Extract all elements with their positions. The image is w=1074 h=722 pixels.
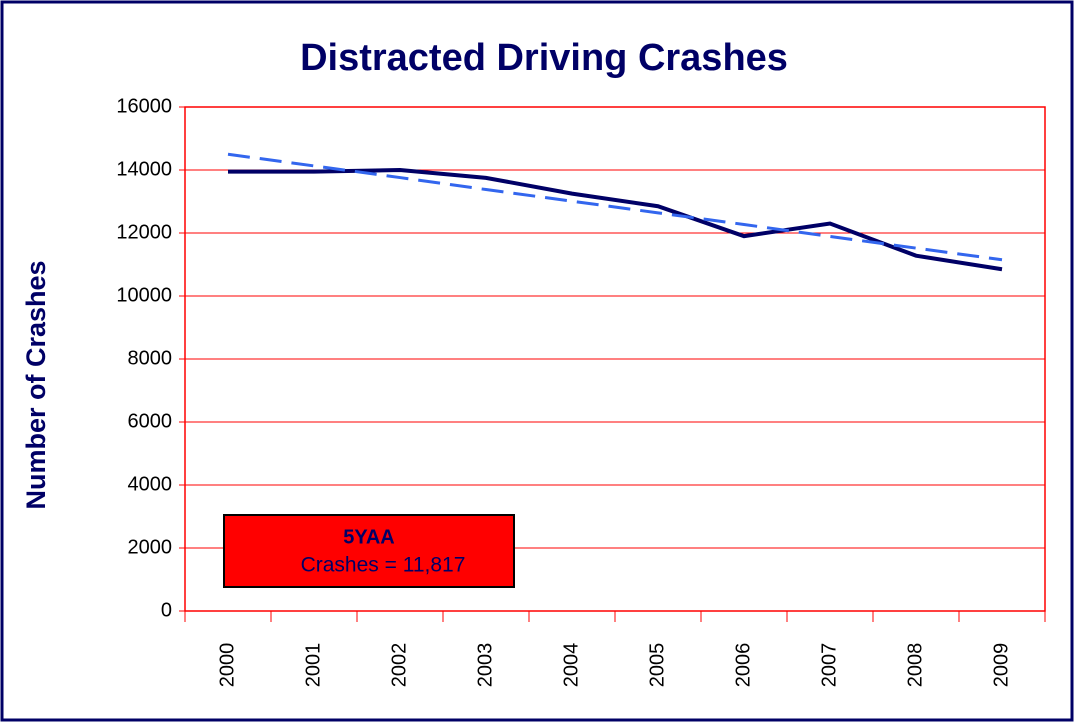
x-tick-label: 2002	[388, 643, 410, 688]
x-tick-label: 2006	[732, 643, 754, 688]
y-tick-label: 4000	[128, 473, 173, 495]
x-tick-label: 2009	[990, 643, 1012, 688]
y-tick-label: 0	[161, 599, 172, 621]
annotation-title: 5YAA	[343, 526, 395, 548]
y-tick-label: 10000	[116, 284, 172, 306]
x-tick-label: 2004	[560, 643, 582, 688]
y-tick-label: 8000	[128, 347, 173, 369]
x-tick-label: 2001	[302, 643, 324, 688]
y-tick-label: 16000	[116, 95, 172, 117]
x-tick-label: 2000	[216, 643, 238, 688]
y-tick-label: 12000	[116, 221, 172, 243]
x-tick-label: 2003	[474, 643, 496, 688]
y-tick-label: 14000	[116, 158, 172, 180]
annotation-box	[223, 514, 515, 588]
annotation-text: Crashes = 11,817	[301, 554, 466, 577]
y-tick-label: 6000	[128, 410, 173, 432]
x-tick-label: 2008	[904, 643, 926, 688]
y-axis-label: Number of Crashes	[21, 260, 51, 509]
x-tick-label: 2007	[818, 643, 840, 688]
series-line	[227, 152, 1003, 262]
y-tick-label: 2000	[128, 536, 173, 558]
x-tick-label: 2005	[646, 643, 668, 688]
chart-title: Distracted Driving Crashes	[300, 37, 788, 79]
